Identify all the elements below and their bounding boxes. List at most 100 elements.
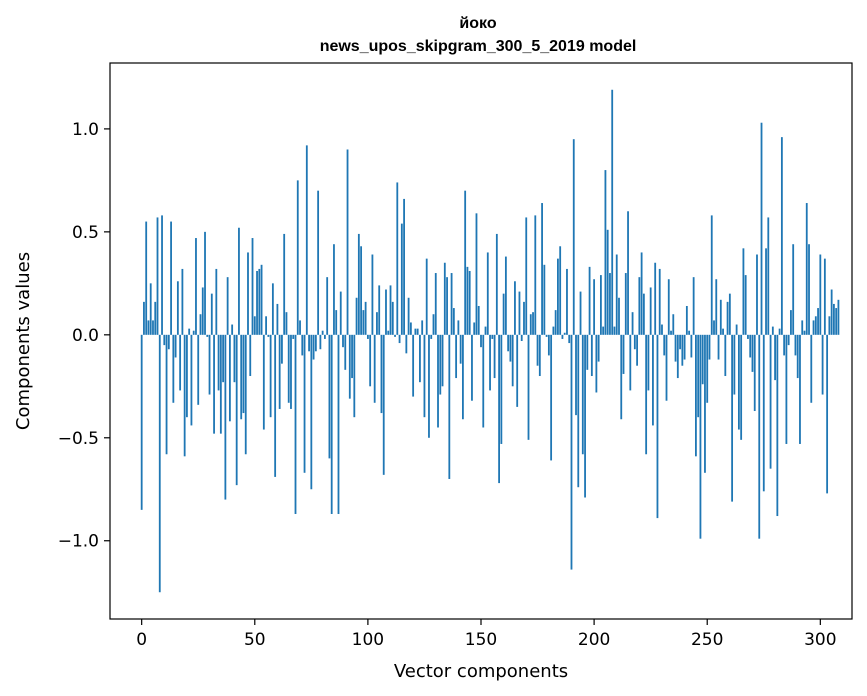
- bar-232: [665, 334, 668, 401]
- bar-7: [156, 217, 159, 335]
- bar-213: [622, 334, 625, 374]
- bar-174: [534, 215, 537, 335]
- bar-254: [715, 279, 718, 335]
- bar-83: [328, 334, 331, 459]
- bar-241: [685, 305, 688, 335]
- bar-75: [310, 334, 313, 490]
- bar-216: [629, 334, 632, 391]
- bar-81: [324, 334, 326, 339]
- bar-32: [213, 334, 215, 434]
- bar-266: [742, 248, 745, 335]
- bar-186: [561, 334, 564, 339]
- bar-119: [409, 322, 412, 335]
- bar-178: [543, 264, 546, 335]
- bar-207: [609, 273, 611, 335]
- bar-200: [593, 279, 596, 335]
- bar-33: [215, 268, 218, 335]
- bar-253: [713, 320, 715, 335]
- bar-298: [814, 316, 817, 335]
- bar-16: [176, 281, 179, 335]
- bar-50: [253, 316, 256, 335]
- bar-194: [579, 291, 582, 335]
- x-axis-label: Vector components: [394, 661, 568, 682]
- bar-152: [484, 326, 487, 335]
- bar-112: [394, 334, 396, 337]
- bar-134: [443, 262, 446, 335]
- bar-84: [330, 334, 333, 514]
- bar-285: [785, 334, 788, 444]
- bar-161: [504, 256, 507, 335]
- bar-88: [339, 291, 342, 335]
- bar-110: [389, 285, 392, 335]
- x-tick-label: 0: [136, 630, 147, 650]
- bar-261: [731, 334, 734, 502]
- bar-290: [796, 334, 799, 379]
- bar-180: [547, 334, 550, 356]
- y-tick-label: −1.0: [58, 532, 99, 552]
- bar-102: [371, 254, 374, 335]
- bar-59: [274, 334, 277, 477]
- x-tick-label: 250: [691, 630, 723, 650]
- bar-129: [432, 314, 435, 335]
- bar-227: [654, 262, 657, 335]
- bar-105: [378, 285, 381, 335]
- bar-121: [414, 328, 417, 335]
- bar-107: [382, 334, 385, 475]
- x-tick-label: 300: [804, 630, 836, 650]
- bar-9: [161, 215, 163, 335]
- bar-138: [452, 308, 455, 335]
- bar-49: [251, 238, 254, 335]
- bar-17: [179, 334, 182, 391]
- bar-60: [276, 303, 279, 335]
- bar-195: [581, 334, 584, 455]
- bar-274: [760, 122, 763, 335]
- bar-231: [663, 334, 666, 356]
- bar-100: [366, 334, 369, 339]
- bar-37: [224, 334, 227, 500]
- bar-108: [385, 289, 387, 335]
- bar-74: [308, 334, 310, 352]
- bar-191: [572, 139, 575, 335]
- bar-120: [412, 334, 415, 397]
- bar-222: [642, 293, 645, 335]
- bar-181: [550, 334, 553, 461]
- bar-14: [172, 334, 175, 403]
- bar-142: [462, 334, 464, 420]
- y-tick-label: 0.5: [72, 223, 99, 243]
- bar-57: [269, 334, 272, 418]
- bar-291: [799, 334, 801, 444]
- bar-286: [787, 334, 790, 346]
- bar-78: [317, 190, 320, 335]
- bar-264: [737, 334, 740, 430]
- bar-31: [210, 293, 213, 335]
- bar-116: [403, 198, 405, 335]
- y-axis-label: Components values: [13, 252, 34, 430]
- bar-150: [480, 334, 482, 348]
- bar-252: [710, 215, 713, 335]
- bar-276: [765, 248, 767, 335]
- bar-90: [344, 334, 347, 370]
- x-axis: 0 50 100 150 200 250 300: [136, 619, 837, 650]
- bar-270: [751, 334, 754, 372]
- chart-subtitle: news_upos_skipgram_300_5_2019 model: [320, 38, 637, 55]
- bar-243: [690, 334, 693, 358]
- bar-275: [762, 334, 765, 492]
- bar-109: [387, 330, 390, 335]
- bar-267: [744, 275, 747, 335]
- bar-246: [697, 334, 700, 418]
- bars-group: [140, 89, 840, 593]
- x-tick-label: 150: [465, 630, 497, 650]
- x-tick-label: 100: [352, 630, 384, 650]
- bar-113: [396, 182, 399, 335]
- bar-177: [541, 203, 543, 335]
- bar-235: [672, 314, 675, 335]
- bar-175: [536, 334, 539, 366]
- bar-176: [538, 334, 541, 377]
- bar-236: [674, 334, 677, 362]
- bar-201: [595, 334, 598, 393]
- bar-58: [271, 283, 274, 335]
- bar-48: [249, 334, 252, 377]
- bar-284: [783, 334, 786, 356]
- bar-148: [475, 213, 478, 335]
